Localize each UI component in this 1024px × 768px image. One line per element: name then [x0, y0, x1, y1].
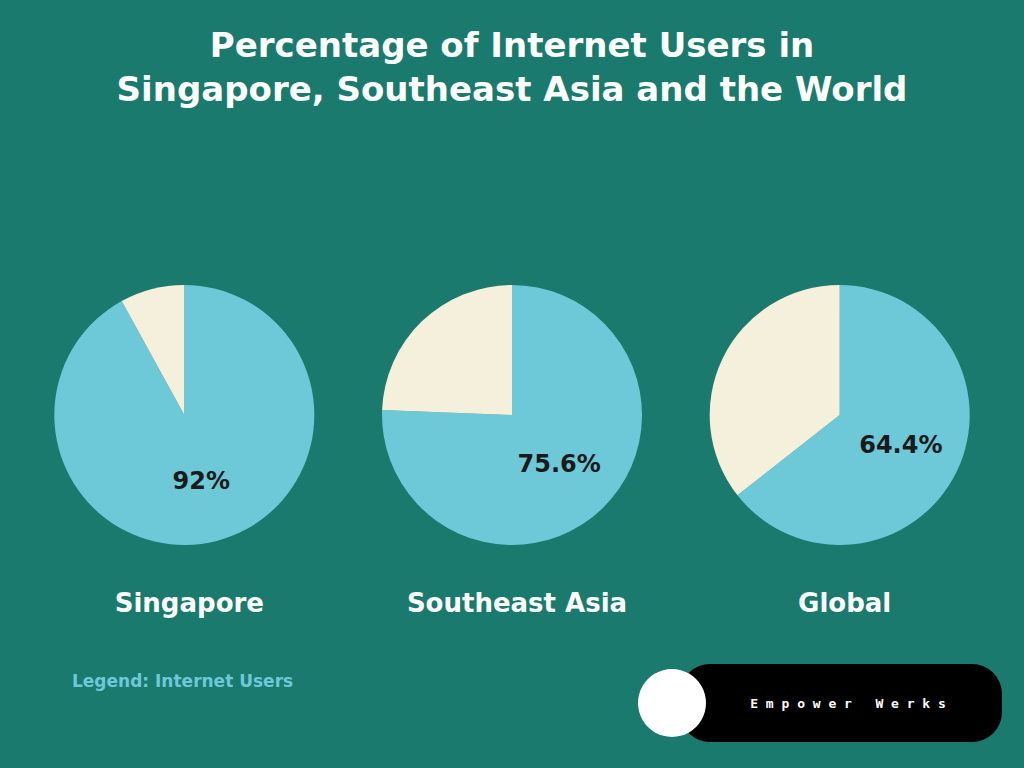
- svg-text:92%: 92%: [173, 467, 230, 495]
- svg-text:Percentage of Internet Users i: Percentage of Internet Users in: [210, 25, 814, 65]
- svg-text:Legend: Internet Users: Legend: Internet Users: [72, 671, 293, 691]
- svg-text:64.4%: 64.4%: [859, 431, 942, 459]
- svg-text:Global: Global: [798, 588, 891, 618]
- svg-text:Southeast Asia: Southeast Asia: [407, 588, 627, 618]
- svg-text:75.6%: 75.6%: [518, 450, 601, 478]
- svg-text:E m p o w e r W e r k s: E m p o w e r W e r k s: [750, 696, 946, 711]
- svg-text:Singapore, Southeast Asia and: Singapore, Southeast Asia and the World: [117, 69, 908, 109]
- svg-text:Singapore: Singapore: [115, 588, 264, 618]
